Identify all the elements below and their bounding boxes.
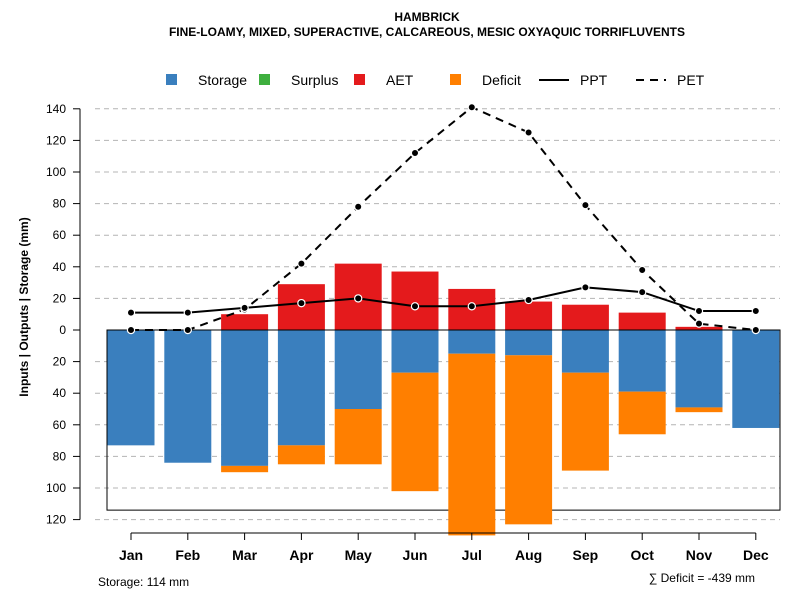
deficit-bar-oct [618, 391, 666, 435]
x-tick-label-nov: Nov [686, 547, 713, 563]
x-axis: Jan Feb Mar Apr May Jun Jul Aug Sep Oct Nov Dec [119, 532, 769, 563]
x-tick-label-aug: Aug [515, 547, 542, 563]
x-tick-label-sep: Sep [573, 547, 599, 563]
y-tick-label: 120 [46, 513, 66, 527]
ppt-point-jun [410, 302, 420, 311]
pet-point-oct [638, 265, 647, 275]
bars [107, 263, 780, 536]
storage-bar-feb [164, 330, 212, 463]
y-tick-label: 60 [53, 418, 67, 432]
deficit-legend-swatch [450, 74, 461, 85]
aet-bar-oct [618, 312, 666, 330]
storage-bar-nov [675, 330, 723, 408]
y-tick-label: 60 [53, 228, 67, 242]
y-tick-label: 20 [53, 355, 67, 369]
x-tick-label-jun: Jun [403, 547, 428, 563]
pet-point-feb [183, 325, 192, 335]
surplus-legend-swatch [259, 74, 270, 85]
ppt-point-sep [581, 283, 590, 292]
y-tick-label: 0 [59, 323, 66, 337]
deficit-legend-label: Deficit [482, 72, 521, 88]
y-tick-label: 100 [46, 165, 66, 179]
pet-point-nov [694, 319, 704, 328]
aet-bar-aug [505, 301, 553, 330]
pet-point-jun [410, 148, 420, 158]
x-tick-label-jul: Jul [462, 547, 482, 563]
ppt-point-oct [638, 287, 647, 297]
aet-bar-mar [221, 314, 269, 330]
ppt-point-nov [694, 306, 704, 316]
storage-capacity-note: Storage: 114 mm [98, 575, 189, 589]
y-tick-label: 40 [53, 386, 67, 400]
aet-bar-sep [561, 304, 609, 330]
pet-legend-label: PET [677, 72, 705, 88]
pet-point-jul [467, 103, 476, 112]
x-tick-label-feb: Feb [175, 547, 200, 563]
storage-legend-label: Storage [198, 72, 247, 88]
aet-bar-nov [675, 326, 723, 330]
storage-bar-aug [505, 330, 553, 356]
storage-bar-may [334, 330, 382, 409]
chart-subtitle: FINE-LOAMY, MIXED, SUPERACTIVE, CALCAREO… [169, 25, 685, 39]
storage-bar-sep [561, 330, 609, 373]
storage-bar-apr [277, 330, 325, 446]
series-lines [126, 103, 761, 335]
ppt-point-feb [183, 308, 192, 317]
x-tick-label-apr: Apr [289, 547, 314, 563]
y-tick-label: 80 [53, 197, 67, 211]
pet-point-apr [297, 259, 306, 268]
ppt-point-jul [467, 302, 476, 311]
deficit-bar-jul [448, 353, 496, 536]
x-tick-label-mar: Mar [232, 547, 257, 563]
surplus-legend-label: Surplus [291, 72, 338, 88]
storage-bar-jul [448, 330, 496, 354]
ppt-point-apr [297, 298, 306, 308]
aet-bar-jun [391, 271, 439, 330]
y-axis: 140 120 100 80 60 40 20 0 20 40 60 80 100 120 [46, 102, 81, 527]
y-tick-label: 120 [46, 133, 66, 147]
storage-bar-jan [107, 330, 155, 446]
y-tick-label: 20 [53, 291, 67, 305]
ppt-point-dec [751, 306, 761, 316]
ppt-point-mar [240, 303, 249, 313]
y-tick-label: 80 [53, 449, 67, 463]
storage-bar-mar [221, 330, 269, 466]
pet-point-jan [126, 325, 136, 335]
ppt-line [131, 286, 756, 314]
y-tick-label: 140 [46, 102, 66, 116]
chart-title: HAMBRICK [394, 10, 460, 24]
deficit-bar-may [334, 409, 382, 465]
aet-legend-swatch [354, 74, 365, 85]
deficit-bar-aug [505, 355, 553, 525]
x-tick-label-may: May [345, 547, 372, 563]
x-tick-label-jan: Jan [119, 547, 143, 563]
ppt-point-aug [524, 295, 533, 305]
ppt-point-jan [126, 308, 136, 317]
legend: Storage Surplus AET Deficit PPT PET [166, 72, 705, 88]
x-tick-label-dec: Dec [743, 547, 769, 563]
storage-legend-swatch [166, 74, 177, 85]
pet-point-sep [581, 200, 590, 210]
x-tick-label-oct: Oct [631, 547, 655, 563]
aet-legend-label: AET [386, 72, 414, 88]
deficit-bar-nov [675, 407, 723, 413]
pet-point-aug [524, 128, 533, 137]
pet-point-dec [751, 325, 761, 335]
y-tick-label: 40 [53, 260, 67, 274]
deficit-bar-apr [277, 445, 325, 465]
deficit-bar-sep [561, 372, 609, 471]
storage-bar-oct [618, 330, 666, 392]
storage-bar-dec [732, 330, 780, 428]
ppt-point-may [354, 294, 363, 303]
storage-bar-jun [391, 330, 439, 373]
y-tick-label: 100 [46, 481, 66, 495]
deficit-total-note: ∑ Deficit = -439 mm [649, 571, 755, 585]
pet-line [131, 106, 756, 331]
ppt-legend-label: PPT [580, 72, 608, 88]
deficit-bar-mar [221, 465, 269, 473]
pet-point-may [354, 202, 363, 211]
y-axis-label: Inputs | Outputs | Storage (mm) [17, 217, 31, 396]
deficit-bar-jun [391, 372, 439, 492]
